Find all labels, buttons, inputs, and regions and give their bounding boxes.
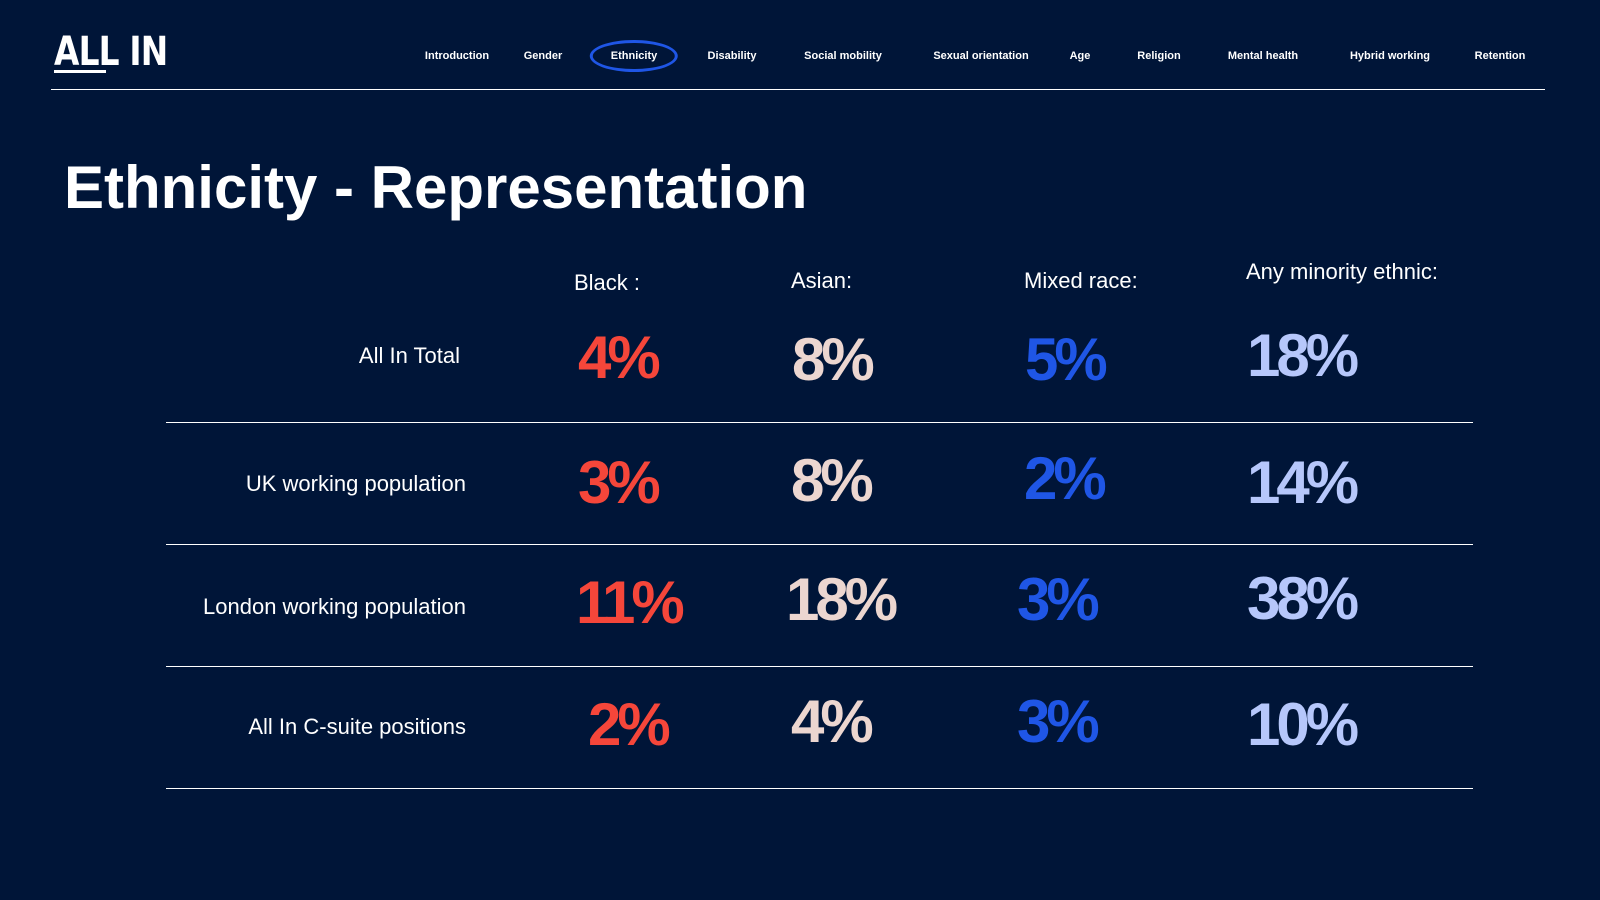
logo-underline	[54, 70, 106, 73]
value-uk-black: 3%	[578, 449, 661, 516]
value-c-suite-black: 2%	[588, 691, 671, 758]
nav-religion[interactable]: Religion	[1137, 50, 1181, 62]
value-london-any: 38%	[1247, 565, 1359, 632]
all-in-logo[interactable]: ALL IN	[54, 29, 168, 75]
row-label-london-working-population: London working population	[203, 594, 466, 619]
value-all-in-total-any: 18%	[1247, 322, 1359, 389]
value-all-in-total-asian: 8%	[792, 326, 875, 393]
nav-social-mobility[interactable]: Social mobility	[804, 50, 882, 62]
nav-mental-health[interactable]: Mental health	[1227, 50, 1299, 62]
column-header-black: Black :	[574, 270, 641, 295]
column-header-any-minority-ethnic: Any minority ethnic:	[1246, 259, 1438, 284]
header-divider	[51, 89, 1545, 90]
nav-gender[interactable]: Gender	[523, 50, 563, 62]
value-london-black: 11%	[576, 569, 685, 636]
value-c-suite-asian: 4%	[791, 688, 874, 755]
row-divider	[166, 666, 1473, 667]
row-divider	[166, 788, 1473, 789]
nav-age[interactable]: Age	[1069, 50, 1091, 62]
value-london-asian: 18%	[786, 566, 898, 633]
row-divider	[166, 544, 1473, 545]
nav-hybrid-working[interactable]: Hybrid working	[1349, 50, 1431, 62]
nav-ethnicity[interactable]: Ethnicity	[611, 44, 657, 68]
nav-retention[interactable]: Retention	[1474, 50, 1526, 62]
nav-introduction[interactable]: Introduction	[424, 50, 490, 62]
nav-disability[interactable]: Disability	[707, 50, 757, 62]
value-uk-mixed: 2%	[1024, 445, 1107, 512]
page-title: Ethnicity - Representation	[64, 154, 808, 221]
column-header-mixed-race: Mixed race:	[1024, 268, 1138, 293]
value-uk-any: 14%	[1247, 449, 1359, 516]
row-label-uk-working-population: UK working population	[245, 471, 466, 496]
row-divider	[166, 422, 1473, 423]
value-c-suite-mixed: 3%	[1017, 688, 1100, 755]
top-nav: Introduction Gender Ethnicity Disability…	[0, 44, 1600, 68]
row-label-all-in-total: All In Total	[358, 343, 460, 368]
value-uk-asian: 8%	[791, 447, 874, 514]
nav-sexual-orientation[interactable]: Sexual orientation	[933, 50, 1029, 62]
value-all-in-total-mixed: 5%	[1025, 326, 1108, 393]
value-all-in-total-black: 4%	[578, 324, 661, 391]
value-london-mixed: 3%	[1017, 566, 1100, 633]
value-c-suite-any: 10%	[1247, 691, 1359, 758]
column-header-asian: Asian:	[791, 268, 853, 293]
row-label-all-in-c-suite-positions: All In C-suite positions	[248, 714, 466, 739]
